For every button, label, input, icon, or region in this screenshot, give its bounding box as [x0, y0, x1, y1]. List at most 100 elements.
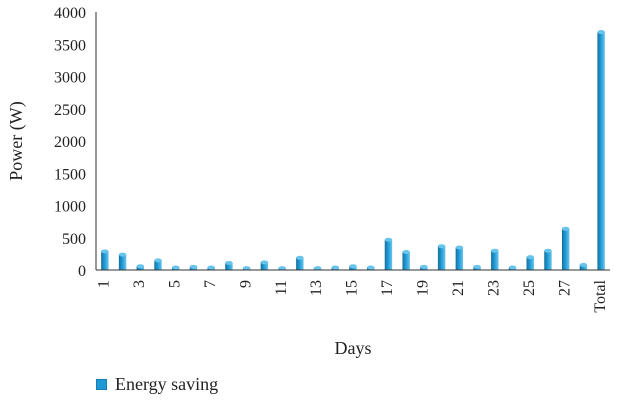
- bar-energy-saving: [508, 265, 517, 270]
- y-tick-label: 1000: [54, 199, 86, 216]
- y-tick-label: 2000: [54, 134, 86, 151]
- bar-body: [101, 251, 109, 270]
- bar-energy-saving: [225, 260, 233, 270]
- bar-energy-saving: [136, 264, 145, 270]
- bar-body: [455, 247, 464, 270]
- bar-top: [491, 248, 499, 253]
- bar-series-energy-saving: [101, 30, 605, 271]
- y-axis-label: Power (W): [6, 101, 27, 180]
- x-axis-ticks: 1 3 5 7 9 11 13 15 17 19 21 23 25 27 Total: [96, 279, 609, 312]
- legend: Energy saving: [96, 374, 218, 395]
- bar-energy-saving: [367, 265, 375, 270]
- y-tick-label: 2500: [54, 102, 86, 119]
- bar-top: [189, 264, 198, 269]
- x-tick-label: 5: [166, 280, 183, 288]
- legend-energy-saving-swatch: [96, 379, 107, 390]
- x-tick-label: 1: [96, 280, 113, 288]
- bar-top: [225, 260, 233, 265]
- bar-body: [437, 246, 446, 270]
- bar-top: [349, 264, 357, 269]
- bar-top: [508, 265, 517, 270]
- x-tick-label: 11: [273, 280, 290, 295]
- bar-energy-saving: [296, 255, 304, 270]
- y-tick-label: 4000: [54, 5, 86, 22]
- bar-top: [331, 265, 339, 270]
- bar-energy-saving: [491, 248, 499, 270]
- bar-top: [367, 265, 375, 270]
- bar-energy-saving: [473, 264, 481, 270]
- bar-energy-saving: [189, 264, 198, 270]
- bar-top: [207, 265, 215, 270]
- bar-energy-saving: [544, 248, 552, 270]
- bar-body: [384, 239, 393, 270]
- y-axis-ticks: 0 500 1000 1500 2000 2500 3000 3500 4000: [54, 5, 86, 280]
- x-tick-label: 13: [308, 280, 325, 296]
- bar-top: [101, 249, 109, 254]
- x-tick-label: 25: [521, 280, 538, 296]
- bar-body: [491, 250, 499, 270]
- bar-top: [118, 252, 127, 257]
- bar-energy-saving: [260, 260, 269, 270]
- bar-body: [118, 254, 127, 270]
- bar-energy-saving: [313, 266, 322, 271]
- bar-body: [544, 250, 552, 270]
- y-tick-label: 1500: [54, 166, 86, 183]
- bar-top: [597, 30, 605, 35]
- bar-top: [136, 264, 145, 269]
- bar-body: [402, 252, 410, 270]
- bar-energy-saving: [172, 265, 180, 270]
- bar-energy-saving: [597, 30, 605, 271]
- bar-body: [597, 32, 605, 271]
- bar-energy-saving: [207, 265, 215, 270]
- bar-body: [526, 257, 534, 270]
- bar-energy-saving: [420, 264, 428, 270]
- bar-top: [579, 262, 588, 267]
- bar-energy-saving: [118, 252, 127, 270]
- bar-top: [455, 245, 464, 250]
- bar-top: [154, 258, 162, 263]
- bar-top: [420, 264, 428, 269]
- bar-top: [296, 255, 304, 260]
- bar-body: [260, 262, 269, 270]
- x-tick-label: 17: [379, 280, 396, 296]
- bar-energy-saving: [384, 237, 393, 270]
- bar-energy-saving: [455, 245, 464, 270]
- bar-top: [561, 226, 570, 231]
- bar-energy-saving: [402, 250, 410, 270]
- bar-energy-saving: [278, 266, 286, 271]
- bar-body: [225, 262, 233, 270]
- x-axis-label: Days: [335, 338, 372, 358]
- bar-top: [437, 244, 446, 249]
- bar-top: [384, 237, 393, 242]
- bar-body: [561, 228, 570, 270]
- bar-energy-saving: [561, 226, 570, 270]
- x-tick-label: 9: [237, 280, 254, 288]
- bar-top: [278, 266, 286, 271]
- bar-body: [296, 257, 304, 270]
- bar-energy-saving: [579, 262, 588, 270]
- bar-energy-saving: [331, 265, 339, 270]
- bar-top: [526, 255, 534, 260]
- y-tick-label: 3000: [54, 70, 86, 87]
- bar-energy-saving: [101, 249, 109, 270]
- x-tick-label: 15: [344, 280, 361, 296]
- y-tick-label: 0: [78, 263, 86, 280]
- bar-top: [544, 248, 552, 253]
- x-tick-label: 19: [415, 280, 432, 296]
- x-tick-label: 27: [556, 280, 573, 296]
- bar-top: [473, 264, 481, 269]
- bar-body: [579, 264, 588, 270]
- bar-body: [154, 260, 162, 270]
- bar-top: [172, 265, 180, 270]
- bar-energy-saving: [526, 255, 534, 270]
- x-tick-label: 21: [450, 280, 467, 296]
- y-tick-label: 3500: [54, 37, 86, 54]
- y-tick-label: 500: [62, 231, 86, 248]
- bar-top: [260, 260, 269, 265]
- bar-energy-saving: [242, 266, 251, 271]
- bar-energy-saving: [349, 264, 357, 270]
- bar-energy-saving: [437, 244, 446, 270]
- bar-top: [242, 266, 251, 271]
- x-tick-label: 23: [485, 280, 502, 296]
